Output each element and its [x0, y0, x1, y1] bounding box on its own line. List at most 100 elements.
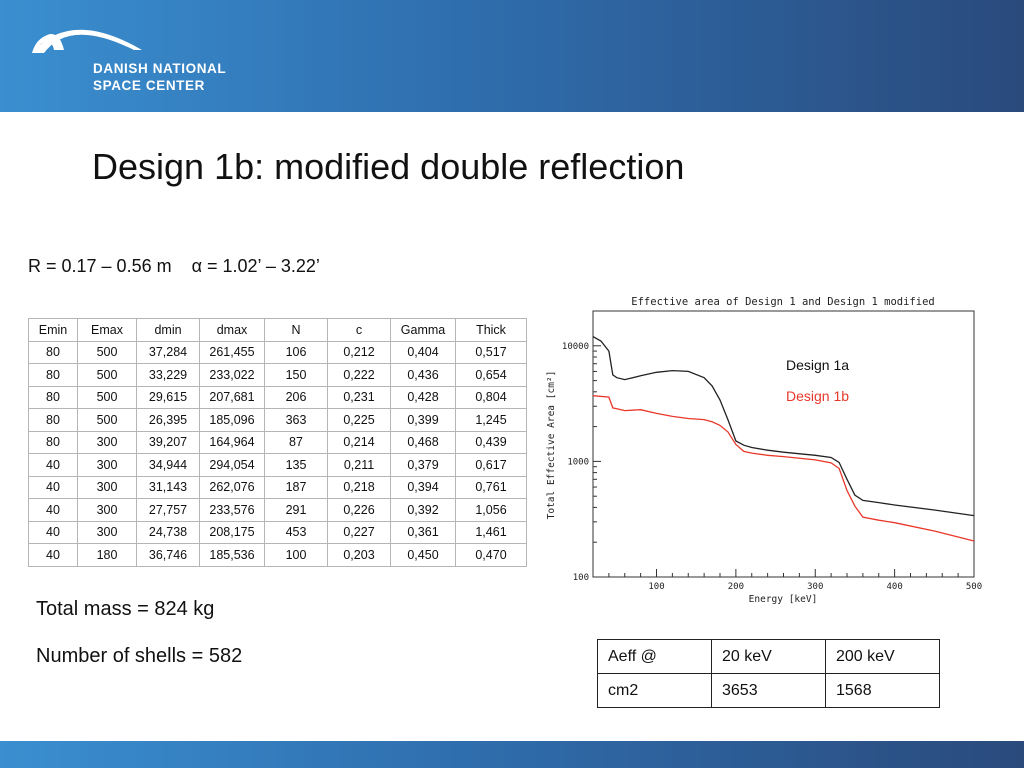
org-name-line2: SPACE CENTER [93, 78, 205, 93]
y-tick-label: 1000 [567, 457, 589, 467]
table-cell: 300 [77, 453, 137, 477]
table-cell: 453 [264, 520, 328, 544]
table-row: 80 500 33,229 233,022 150 0,222 0,436 0,654 [28, 363, 527, 387]
column-header: Emax [77, 318, 137, 342]
table-cell: 500 [77, 340, 137, 364]
table-cell: 291 [264, 498, 328, 522]
table-cell: Aeff @ [597, 639, 712, 674]
table-cell: 0,211 [327, 453, 391, 477]
table-cell: 40 [28, 453, 78, 477]
table-row: 40 180 36,746 185,536 100 0,203 0,450 0,470 [28, 543, 527, 567]
aeff-table: Aeff @20 keV 200 keV cm2 3653 1568 [597, 639, 940, 708]
aeff-table-body: Aeff @20 keV 200 keV cm2 3653 1568 [597, 639, 940, 708]
table-cell: 500 [77, 385, 137, 409]
table-cell: 0,394 [390, 475, 456, 499]
table-cell: 106 [264, 340, 328, 364]
table-cell: 39,207 [136, 430, 200, 454]
table-row: 80 500 26,395 185,096 363 0,225 0,399 1,245 [28, 408, 527, 432]
table-cell: 0,227 [327, 520, 391, 544]
table-cell: 0,804 [455, 385, 527, 409]
table-cell: 164,964 [199, 430, 265, 454]
table-cell: 0,222 [327, 363, 391, 387]
table-cell: 0,226 [327, 498, 391, 522]
table-cell: 1,245 [455, 408, 527, 432]
slide-header: DANISH NATIONAL SPACE CENTER [0, 0, 1024, 112]
table-cell: 500 [77, 408, 137, 432]
table-cell: 0,761 [455, 475, 527, 499]
table-cell: 80 [28, 363, 78, 387]
table-cell: 0,436 [390, 363, 456, 387]
table-row: 40 300 24,738 208,175 453 0,227 0,361 1,461 [28, 520, 527, 544]
table-cell: 294,054 [199, 453, 265, 477]
table-cell: 0,654 [455, 363, 527, 387]
table-cell: 0,517 [455, 340, 527, 364]
design-table: Emin Emax dmin dmax N c Gamma Thick 80 50… [28, 318, 527, 567]
table-cell: 40 [28, 543, 78, 567]
table-cell: 261,455 [199, 340, 265, 364]
table-cell: 0,218 [327, 475, 391, 499]
y-axis-label: Total Effective Area [cm²] [546, 371, 557, 520]
x-tick-label: 500 [966, 582, 982, 592]
table-cell: 300 [77, 475, 137, 499]
slide-footer [0, 741, 1024, 768]
table-cell: 233,022 [199, 363, 265, 387]
table-cell: 0,361 [390, 520, 456, 544]
design-parameters: R = 0.17 – 0.56 m α = 1.02’ – 3.22’ [28, 256, 320, 276]
table-cell: 0,392 [390, 498, 456, 522]
table-cell: 0,212 [327, 340, 391, 364]
table-cell: 80 [28, 408, 78, 432]
table-cell: 0,404 [390, 340, 456, 364]
legend-design-1a: Design 1a [786, 357, 849, 373]
table-row: 80 500 37,284 261,455 106 0,212 0,404 0,517 [28, 340, 527, 364]
table-cell: 363 [264, 408, 328, 432]
table-row: 80 500 29,615 207,681 206 0,231 0,428 0,804 [28, 385, 527, 409]
table-cell: 20 keV [711, 639, 826, 674]
table-cell: 100 [264, 543, 328, 567]
org-name-line1: DANISH NATIONAL [93, 61, 227, 76]
column-header: dmin [136, 318, 200, 342]
y-tick-label: 100 [573, 573, 589, 583]
column-header: c [327, 318, 391, 342]
table-row: 40 300 34,944 294,054 135 0,211 0,379 0,617 [28, 453, 527, 477]
table-cell: 80 [28, 430, 78, 454]
table-cell: 0,428 [390, 385, 456, 409]
table-cell: 300 [77, 520, 137, 544]
table-cell: 1568 [825, 673, 940, 708]
series-line-design-1b [592, 395, 975, 542]
x-tick-label: 200 [728, 582, 744, 592]
table-row: Aeff @20 keV 200 keV [597, 639, 940, 674]
table-cell: 150 [264, 363, 328, 387]
table-cell: 1,056 [455, 498, 527, 522]
table-cell: 208,175 [199, 520, 265, 544]
table-cell: 135 [264, 453, 328, 477]
table-header-row: Emin Emax dmin dmax N c Gamma Thick [28, 318, 527, 342]
chart-title: Effective area of Design 1 and Design 1 … [631, 296, 934, 308]
column-header: Gamma [390, 318, 456, 342]
y-axis: 100 1000 10000 [562, 310, 601, 583]
table-cell: 0,450 [390, 543, 456, 567]
table-cell: 0,379 [390, 453, 456, 477]
table-cell: 0,399 [390, 408, 456, 432]
table-cell: 233,576 [199, 498, 265, 522]
table-cell: 87 [264, 430, 328, 454]
number-of-shells: Number of shells = 582 [36, 645, 243, 667]
table-cell: 0,470 [455, 543, 527, 567]
table-cell: 24,738 [136, 520, 200, 544]
table-cell: 80 [28, 340, 78, 364]
table-cell: 207,681 [199, 385, 265, 409]
table-cell: 185,096 [199, 408, 265, 432]
table-cell: 0,203 [327, 543, 391, 567]
x-tick-label: 100 [648, 582, 664, 592]
table-cell: 206 [264, 385, 328, 409]
table-cell: 40 [28, 498, 78, 522]
x-tick-label: 300 [807, 582, 823, 592]
design-table-body: 80 500 37,284 261,455 106 0,212 0,404 0,517 80 50… [28, 340, 527, 567]
table-cell: 200 keV [825, 639, 940, 674]
table-cell: 300 [77, 430, 137, 454]
column-header: dmax [199, 318, 265, 342]
table-cell: 40 [28, 520, 78, 544]
table-cell: 262,076 [199, 475, 265, 499]
table-cell: 36,746 [136, 543, 200, 567]
table-cell: 27,757 [136, 498, 200, 522]
table-cell: 3653 [711, 673, 826, 708]
